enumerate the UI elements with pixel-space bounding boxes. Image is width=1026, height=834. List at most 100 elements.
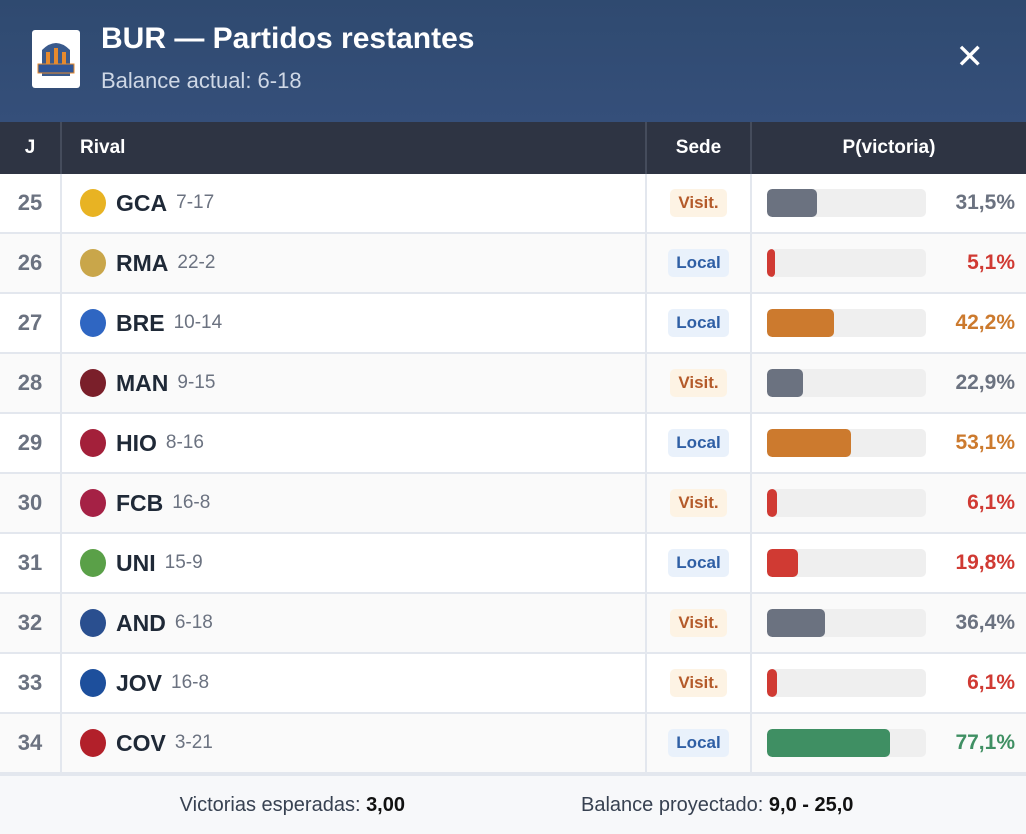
team-crest-icon: [80, 189, 106, 217]
team-record: 16-8: [172, 492, 211, 513]
venue-cell: Visit.: [647, 354, 752, 412]
team-record: 9-15: [177, 372, 216, 393]
table-header: J Rival Sede P(victoria): [0, 122, 1026, 174]
projected-record: Balance proyectado: 9,0 - 25,0: [405, 794, 1026, 817]
venue-cell: Visit.: [647, 474, 752, 532]
venue-badge: Visit.: [670, 189, 727, 217]
team-crest-icon: [80, 729, 106, 757]
prob-cell: 6,1%: [752, 654, 1026, 712]
prob-bar-fill: [767, 309, 835, 337]
team-abbr: GCA: [116, 189, 168, 216]
team-crest-icon: [80, 669, 106, 697]
prob-bar-fill: [767, 189, 818, 217]
venue-cell: Local: [647, 534, 752, 592]
table-row[interactable]: 31 UNI 15-9 Local 19,8%: [0, 534, 1026, 594]
round-number: 34: [17, 730, 43, 755]
prob-bar: [767, 609, 926, 637]
table-row[interactable]: 26 RMA 22-2 Local 5,1%: [0, 234, 1026, 294]
round-number: 32: [17, 610, 43, 635]
round-cell: 26: [0, 234, 62, 292]
prob-cell: 31,5%: [752, 174, 1026, 232]
table-row[interactable]: 33 JOV 16-8 Visit. 6,1%: [0, 654, 1026, 714]
venue-badge: Visit.: [670, 489, 727, 517]
prob-cell: 19,8%: [752, 534, 1026, 592]
team-record: 22-2: [177, 252, 216, 273]
rival-cell: BRE 10-14: [62, 294, 647, 352]
team-record: 8-16: [165, 432, 204, 453]
modal-header: BUR — Partidos restantes Balance actual:…: [0, 0, 1026, 122]
table-row[interactable]: 30 FCB 16-8 Visit. 6,1%: [0, 474, 1026, 534]
team-crest-icon: [80, 429, 106, 457]
col-rival: Rival: [62, 122, 647, 174]
team-abbr: HIO: [116, 429, 157, 456]
round-number: 27: [17, 310, 43, 335]
prob-cell: 5,1%: [752, 234, 1026, 292]
prob-bar-fill: [767, 729, 890, 757]
rival-cell: AND 6-18: [62, 594, 647, 652]
rival-cell: UNI 15-9: [62, 534, 647, 592]
prob-value: 31,5%: [955, 191, 1015, 214]
prob-bar: [767, 549, 926, 577]
prob-bar-fill: [767, 249, 776, 277]
round-cell: 28: [0, 354, 62, 412]
team-abbr: FCB: [116, 489, 164, 516]
table-row[interactable]: 32 AND 6-18 Visit. 36,4%: [0, 594, 1026, 654]
prob-bar: [767, 309, 926, 337]
prob-cell: 53,1%: [752, 414, 1026, 472]
venue-cell: Local: [647, 714, 752, 772]
round-cell: 25: [0, 174, 62, 232]
team-crest-icon: [80, 609, 106, 637]
round-number: 29: [17, 430, 43, 455]
team-abbr: MAN: [116, 369, 169, 396]
expected-wins: Victorias esperadas: 3,00: [0, 794, 405, 817]
prob-value: 5,1%: [967, 251, 1015, 274]
prob-value: 42,2%: [955, 311, 1015, 334]
team-abbr: COV: [116, 729, 166, 756]
team-record: 10-14: [173, 312, 223, 333]
round-cell: 33: [0, 654, 62, 712]
modal-title: BUR — Partidos restantes: [101, 22, 475, 55]
prob-value: 6,1%: [967, 671, 1015, 694]
team-abbr: RMA: [116, 249, 169, 276]
venue-badge: Local: [668, 729, 729, 757]
table-row[interactable]: 29 HIO 8-16 Local 53,1%: [0, 414, 1026, 474]
prob-bar: [767, 249, 926, 277]
round-cell: 29: [0, 414, 62, 472]
round-number: 31: [17, 550, 43, 575]
round-number: 26: [17, 250, 43, 275]
rival-cell: JOV 16-8: [62, 654, 647, 712]
table-footer: Victorias esperadas: 3,00 Balance proyec…: [0, 774, 1026, 834]
prob-value: 36,4%: [955, 611, 1015, 634]
rival-cell: HIO 8-16: [62, 414, 647, 472]
table-row[interactable]: 28 MAN 9-15 Visit. 22,9%: [0, 354, 1026, 414]
prob-bar-fill: [767, 489, 777, 517]
venue-cell: Local: [647, 234, 752, 292]
team-crest-icon: [80, 249, 106, 277]
venue-badge: Visit.: [670, 669, 727, 697]
prob-bar-fill: [767, 669, 777, 697]
prob-bar-fill: [767, 369, 804, 397]
round-number: 33: [17, 670, 43, 695]
round-cell: 32: [0, 594, 62, 652]
venue-badge: Local: [668, 549, 729, 577]
team-crest-icon: [80, 489, 106, 517]
prob-bar: [767, 189, 926, 217]
col-prob: P(victoria): [842, 137, 936, 158]
team-crest-icon: [80, 309, 106, 337]
prob-bar-fill: [767, 549, 799, 577]
team-record: 15-9: [164, 552, 203, 573]
venue-cell: Visit.: [647, 594, 752, 652]
rival-cell: FCB 16-8: [62, 474, 647, 532]
table-row[interactable]: 34 COV 3-21 Local 77,1%: [0, 714, 1026, 774]
prob-bar: [767, 369, 926, 397]
venue-cell: Local: [647, 294, 752, 352]
prob-value: 22,9%: [955, 371, 1015, 394]
prob-bar-fill: [767, 429, 852, 457]
prob-bar: [767, 669, 926, 697]
table-row[interactable]: 25 GCA 7-17 Visit. 31,5%: [0, 174, 1026, 234]
team-record: 7-17: [176, 192, 215, 213]
team-abbr: UNI: [116, 549, 156, 576]
close-button[interactable]: ✕: [955, 38, 985, 76]
table-row[interactable]: 27 BRE 10-14 Local 42,2%: [0, 294, 1026, 354]
venue-badge: Local: [668, 429, 729, 457]
